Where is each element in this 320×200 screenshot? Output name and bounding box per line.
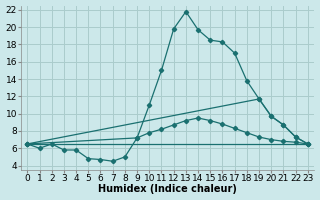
X-axis label: Humidex (Indice chaleur): Humidex (Indice chaleur)	[98, 184, 237, 194]
